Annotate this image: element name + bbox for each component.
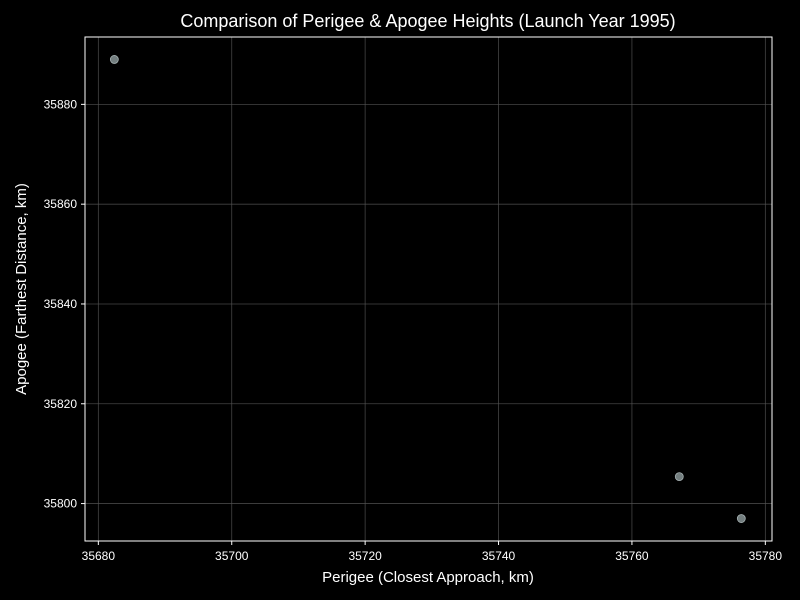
- x-tick-label: 35760: [615, 549, 649, 563]
- y-tick-label: 35880: [44, 97, 78, 111]
- grid-lines: [85, 37, 772, 541]
- x-tick-label: 35680: [82, 549, 116, 563]
- x-axis-label: Perigee (Closest Approach, km): [322, 569, 534, 586]
- y-tick-label: 35820: [44, 397, 78, 411]
- data-points: [109, 55, 746, 523]
- x-tick-label: 35780: [749, 549, 783, 563]
- data-point: [736, 514, 746, 523]
- plot-frame: [84, 36, 773, 542]
- y-tick-label: 35800: [44, 497, 78, 511]
- chart-title: Comparison of Perigee & Apogee Heights (…: [180, 11, 675, 31]
- y-tick-label: 35840: [44, 297, 78, 311]
- x-tick-label: 35740: [482, 549, 516, 563]
- data-point: [109, 55, 119, 64]
- y-axis-label: Apogee (Farthest Distance, km): [13, 183, 30, 395]
- x-tick-label: 35720: [348, 549, 382, 563]
- axis-ticks: 35680 35700 35720 35740 35760 35780 35800 35820…: [44, 97, 783, 563]
- y-tick-label: 35860: [44, 197, 78, 211]
- x-tick-label: 35700: [215, 549, 249, 563]
- data-point: [674, 472, 684, 482]
